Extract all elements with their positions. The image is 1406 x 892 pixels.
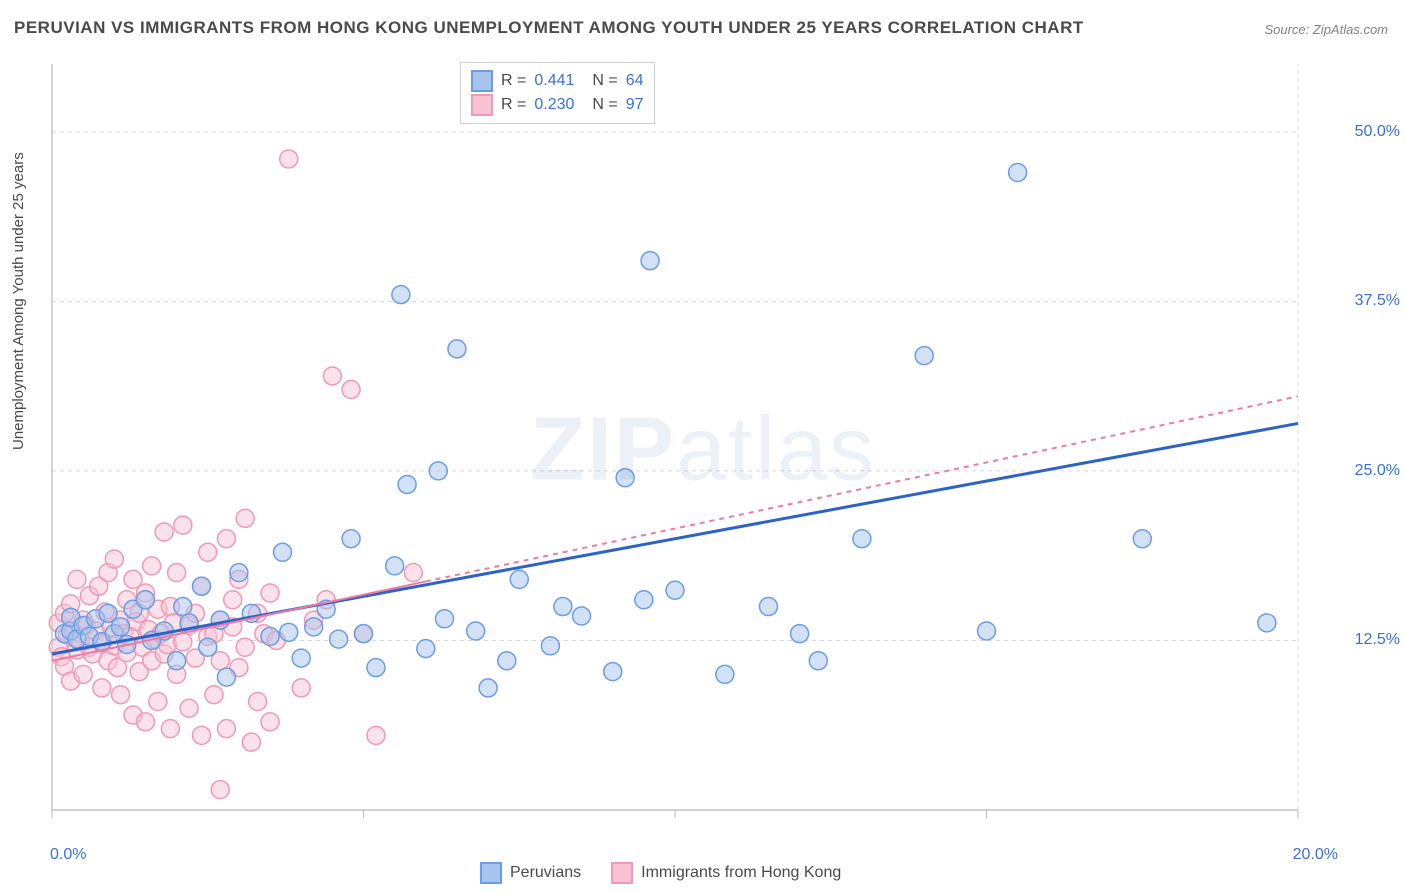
r-value-peruvians: 0.441 [534, 72, 574, 90]
n-value-hongkong: 97 [626, 96, 644, 114]
n-label: N = [592, 72, 617, 90]
x-tick-min: 0.0% [50, 846, 86, 864]
legend-item-peruvians: Peruvians [480, 862, 581, 884]
swatch-hongkong [611, 862, 633, 884]
legend-row-peruvians: R = 0.441 N = 64 [471, 69, 644, 93]
y-tick-label: 25.0% [1355, 462, 1400, 480]
scatter-chart [48, 60, 1358, 840]
swatch-peruvians [480, 862, 502, 884]
r-value-hongkong: 0.230 [534, 96, 574, 114]
chart-title: PERUVIAN VS IMMIGRANTS FROM HONG KONG UN… [14, 18, 1084, 38]
source-attribution: Source: ZipAtlas.com [1264, 22, 1388, 37]
plot-area: ZIPatlas [48, 60, 1358, 840]
legend-label-peruvians: Peruvians [510, 864, 581, 882]
swatch-peruvians [471, 70, 493, 92]
legend-item-hongkong: Immigrants from Hong Kong [611, 862, 841, 884]
legend-row-hongkong: R = 0.230 N = 97 [471, 93, 644, 117]
n-value-peruvians: 64 [626, 72, 644, 90]
r-label: R = [501, 96, 526, 114]
y-tick-label: 50.0% [1355, 123, 1400, 141]
y-tick-label: 12.5% [1355, 631, 1400, 649]
correlation-legend: R = 0.441 N = 64 R = 0.230 N = 97 [460, 62, 655, 124]
x-tick-max: 20.0% [1293, 846, 1338, 864]
n-label: N = [592, 96, 617, 114]
legend-label-hongkong: Immigrants from Hong Kong [641, 864, 841, 882]
y-axis-label: Unemployment Among Youth under 25 years [10, 152, 27, 450]
swatch-hongkong [471, 94, 493, 116]
r-label: R = [501, 72, 526, 90]
series-legend: Peruvians Immigrants from Hong Kong [480, 862, 841, 884]
y-tick-label: 37.5% [1355, 292, 1400, 310]
